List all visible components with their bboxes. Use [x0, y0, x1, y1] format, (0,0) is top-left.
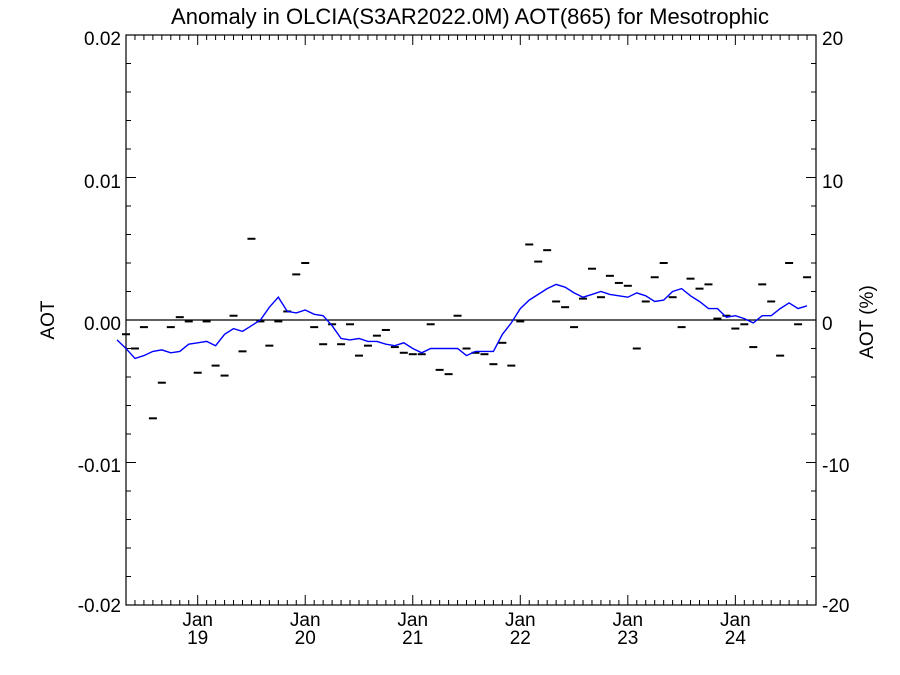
x-tick-label-year: 24: [725, 628, 747, 649]
left-y-tick-label: 0.01: [84, 172, 121, 193]
right-y-tick-label: -10: [822, 456, 849, 477]
x-tick-label-month: Jan: [290, 610, 321, 631]
left-y-tick-label: -0.01: [78, 456, 121, 477]
right-y-axis-label: AOT (%): [857, 285, 878, 359]
x-tick-label-month: Jan: [182, 610, 213, 631]
left-y-axis-label: AOT: [38, 300, 59, 339]
plot-area: [116, 237, 816, 420]
right-y-axis: 20 10 0 -10 -20: [822, 29, 849, 617]
x-tick-label-month: Jan: [397, 610, 428, 631]
x-tick-label-year: 22: [510, 628, 531, 649]
chart-title: Anomaly in OLCIA(S3AR2022.0M) AOT(865) f…: [171, 4, 769, 29]
running-mean-line: [116, 283, 808, 360]
x-tick-label-year: 23: [617, 628, 638, 649]
x-tick-label-year: 20: [295, 628, 316, 649]
left-y-tick-label: 0.02: [84, 29, 121, 50]
x-tick-label-year: 19: [187, 628, 208, 649]
left-y-tick-label: 0.00: [84, 314, 121, 335]
x-tick-label-month: Jan: [505, 610, 536, 631]
right-y-tick-label: 10: [822, 172, 843, 193]
x-tick-label-month: Jan: [720, 610, 751, 631]
x-tick-label-month: Jan: [612, 610, 643, 631]
right-y-tick-label: 20: [822, 29, 843, 50]
right-y-tick-label: 0: [822, 314, 833, 335]
right-y-tick-label: -20: [822, 596, 849, 617]
x-tick-label-year: 21: [402, 628, 423, 649]
left-y-axis: 0.02 0.01 0.00 -0.01 -0.02: [78, 29, 121, 617]
left-y-tick-label: -0.02: [78, 596, 121, 617]
